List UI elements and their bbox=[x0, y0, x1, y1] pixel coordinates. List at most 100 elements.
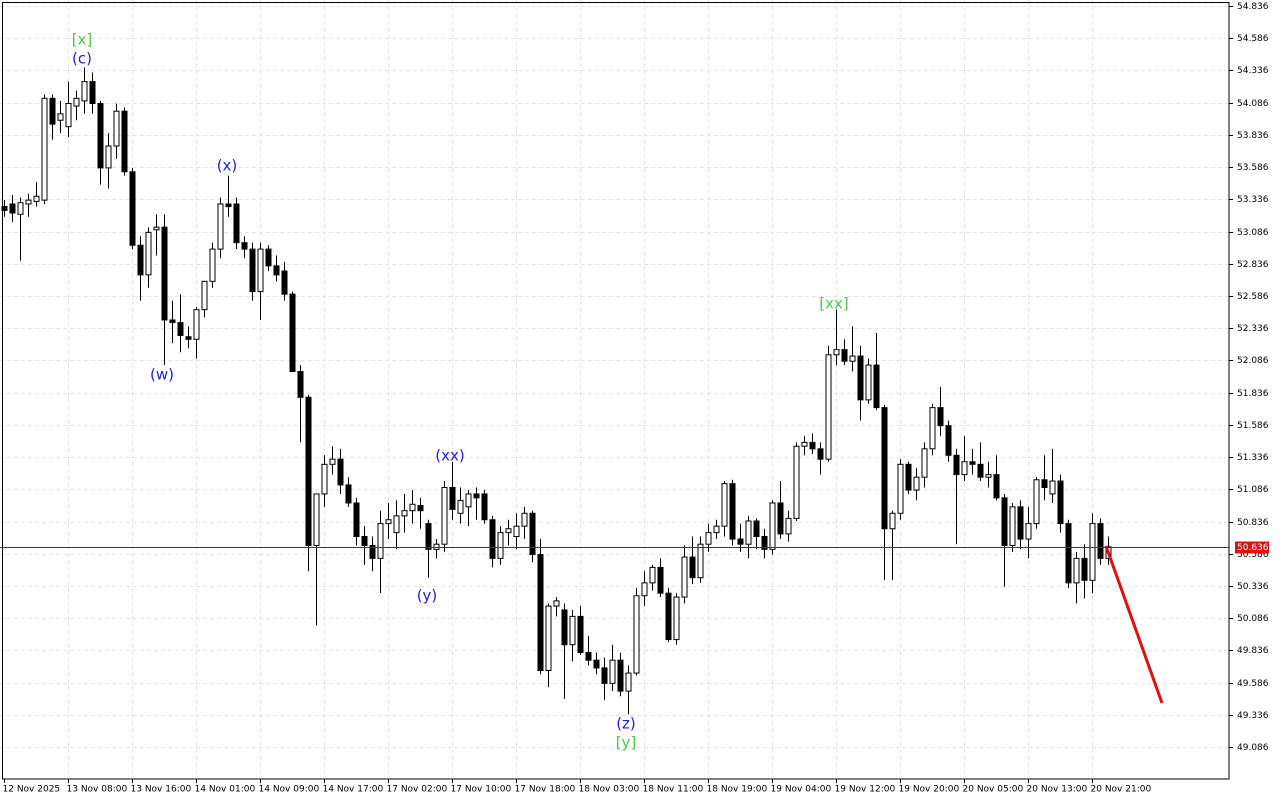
x-tick-label: 19 Nov 12:00 bbox=[835, 785, 896, 795]
y-tick-label: 51.836 bbox=[1237, 389, 1269, 399]
grid bbox=[0, 0, 1229, 779]
x-tick-label: 17 Nov 02:00 bbox=[387, 785, 448, 795]
candle-body bbox=[969, 461, 976, 465]
candle-body bbox=[185, 336, 192, 340]
y-tick-label: 52.836 bbox=[1237, 260, 1269, 270]
candle-body bbox=[929, 407, 936, 450]
candle-body bbox=[313, 493, 320, 546]
x-tick-label: 14 Nov 01:00 bbox=[195, 785, 256, 795]
candle-body bbox=[81, 81, 88, 102]
y-tick-label: 54.086 bbox=[1237, 99, 1269, 109]
candle-body bbox=[153, 226, 160, 231]
candle-body bbox=[489, 519, 496, 559]
wave-label: (w) bbox=[150, 366, 174, 384]
candle-body bbox=[673, 596, 680, 641]
candle-body bbox=[993, 474, 1000, 499]
candle-body bbox=[529, 512, 536, 556]
wave-label: (c) bbox=[72, 50, 92, 68]
candle-body bbox=[777, 502, 784, 535]
candle-body bbox=[161, 226, 168, 321]
wave-label: (xx) bbox=[435, 447, 464, 465]
candle-body bbox=[201, 280, 208, 311]
candle-body bbox=[977, 463, 984, 478]
candle-body bbox=[729, 483, 736, 540]
candle-body bbox=[657, 566, 664, 594]
candle-body bbox=[801, 441, 808, 447]
wave-label: (z) bbox=[616, 715, 636, 733]
candle-body bbox=[209, 248, 216, 282]
candle-body bbox=[33, 195, 40, 202]
candle-body bbox=[857, 355, 864, 401]
wave-label: [xx] bbox=[819, 295, 848, 313]
candle-body bbox=[601, 667, 608, 684]
candle-body bbox=[225, 203, 232, 208]
y-tick-label: 50.086 bbox=[1237, 614, 1269, 624]
candle-body bbox=[665, 592, 672, 641]
x-tick-label: 18 Nov 03:00 bbox=[579, 785, 640, 795]
candles bbox=[1, 67, 1112, 715]
candle-body bbox=[377, 523, 384, 559]
candle-body bbox=[737, 538, 744, 545]
candle-body bbox=[281, 270, 288, 295]
candle-body bbox=[105, 145, 112, 169]
candle-body bbox=[305, 396, 312, 546]
candle-body bbox=[457, 499, 464, 514]
candle-body bbox=[241, 242, 248, 250]
candle-body bbox=[273, 265, 280, 276]
candle-body bbox=[41, 97, 48, 201]
candle-body bbox=[513, 525, 520, 537]
candle-body bbox=[1041, 479, 1048, 489]
x-tick-label: 19 Nov 04:00 bbox=[771, 785, 832, 795]
candle-body bbox=[25, 199, 32, 205]
candle-body bbox=[145, 231, 152, 276]
y-tick-label: 49.086 bbox=[1237, 743, 1269, 753]
candle-body bbox=[705, 532, 712, 545]
candle-body bbox=[633, 595, 640, 674]
y-tick-label: 50.586 bbox=[1237, 550, 1269, 560]
candle-body bbox=[1009, 506, 1016, 546]
candle-body bbox=[1073, 557, 1080, 584]
candle-body bbox=[753, 520, 760, 537]
candle-body bbox=[1065, 523, 1072, 584]
x-tick-label: 18 Nov 19:00 bbox=[707, 785, 768, 795]
candle-body bbox=[641, 582, 648, 597]
candle-body bbox=[169, 319, 176, 324]
x-tick-label: 13 Nov 08:00 bbox=[67, 785, 128, 795]
candle-body bbox=[817, 448, 824, 460]
y-tick-label: 53.086 bbox=[1237, 228, 1269, 238]
y-tick-label: 49.336 bbox=[1237, 711, 1269, 721]
y-tick-label: 50.836 bbox=[1237, 518, 1269, 528]
candle-body bbox=[233, 203, 240, 244]
candle-body bbox=[865, 364, 872, 401]
y-tick-label: 49.836 bbox=[1237, 646, 1269, 656]
candle-body bbox=[809, 441, 816, 450]
candle-body bbox=[1097, 523, 1104, 559]
candle-body bbox=[49, 97, 56, 125]
candle-body bbox=[769, 502, 776, 550]
candle-body bbox=[113, 110, 120, 147]
y-tick-label: 52.586 bbox=[1237, 292, 1269, 302]
candle-body bbox=[385, 519, 392, 525]
candle-body bbox=[297, 371, 304, 398]
candle-body bbox=[569, 615, 576, 646]
candle-body bbox=[73, 97, 80, 107]
candle-body bbox=[17, 202, 24, 215]
candle-body bbox=[409, 503, 416, 512]
candle-body bbox=[961, 461, 968, 476]
wave-label: [x] bbox=[72, 31, 93, 49]
wave-label: [y] bbox=[616, 734, 637, 752]
candle-body bbox=[1049, 480, 1056, 495]
candle-body bbox=[417, 505, 424, 512]
candle-body bbox=[265, 248, 272, 267]
candle-body bbox=[289, 293, 296, 373]
candle-body bbox=[921, 448, 928, 478]
y-tick-label: 52.086 bbox=[1237, 356, 1269, 366]
y-tick-label: 51.336 bbox=[1237, 453, 1269, 463]
plot-frame bbox=[2, 2, 1230, 780]
x-tick-label: 19 Nov 20:00 bbox=[899, 785, 960, 795]
candle-body bbox=[545, 605, 552, 671]
x-tick-label: 14 Nov 17:00 bbox=[323, 785, 384, 795]
